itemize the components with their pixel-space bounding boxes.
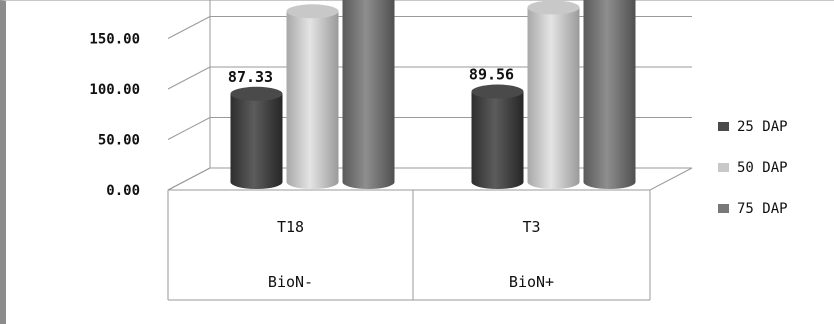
- category-label: T3: [522, 218, 540, 236]
- chart-floor: [167, 167, 693, 191]
- category-group-label: BioN+: [509, 273, 554, 291]
- bar: [286, 4, 339, 190]
- bar-top: [230, 86, 283, 101]
- legend-label: 75 DAP: [737, 201, 788, 217]
- y-tick-label: 100.00: [89, 82, 140, 98]
- bars: [230, 0, 636, 190]
- bar-body: [471, 91, 524, 190]
- category-group-label: BioN-: [268, 273, 313, 291]
- legend-swatch: [718, 163, 729, 172]
- bar-body: [342, 0, 395, 189]
- gridline-diagonal: [167, 16, 211, 39]
- bar-top: [286, 4, 339, 19]
- y-tick-label: 150.00: [89, 32, 140, 48]
- legend-item: 50 DAP: [718, 160, 788, 176]
- legend-item: 25 DAP: [718, 119, 788, 135]
- legend-item: 75 DAP: [718, 201, 788, 217]
- bar-body: [230, 93, 283, 190]
- category-labels: T18 BioN- T3 BioN+: [268, 218, 554, 291]
- bar: [471, 84, 524, 190]
- axes: [167, 0, 693, 301]
- legend-label: 25 DAP: [737, 119, 788, 135]
- gridline-diagonal: [167, 117, 211, 140]
- data-label: 87.33: [228, 68, 273, 86]
- y-tick-label: 50.00: [98, 133, 140, 149]
- legend: 25 DAP 50 DAP 75 DAP: [718, 119, 788, 217]
- bar-body: [527, 7, 580, 190]
- bar-top: [471, 84, 524, 99]
- bar: [342, 0, 395, 189]
- bar: [230, 86, 283, 190]
- category-label: T18: [277, 218, 304, 236]
- bar-top: [527, 0, 580, 15]
- legend-label: 50 DAP: [737, 160, 788, 176]
- bar-body: [286, 11, 339, 190]
- legend-swatch: [718, 204, 729, 213]
- bar: [583, 0, 636, 189]
- y-tick-label: 0.00: [106, 183, 140, 199]
- data-label: 169.00: [275, 0, 329, 3]
- gridline-diagonal: [167, 66, 211, 90]
- legend-swatch: [718, 122, 729, 131]
- bar-body: [583, 0, 636, 189]
- bar: [527, 0, 580, 190]
- data-label: 89.56: [469, 66, 514, 84]
